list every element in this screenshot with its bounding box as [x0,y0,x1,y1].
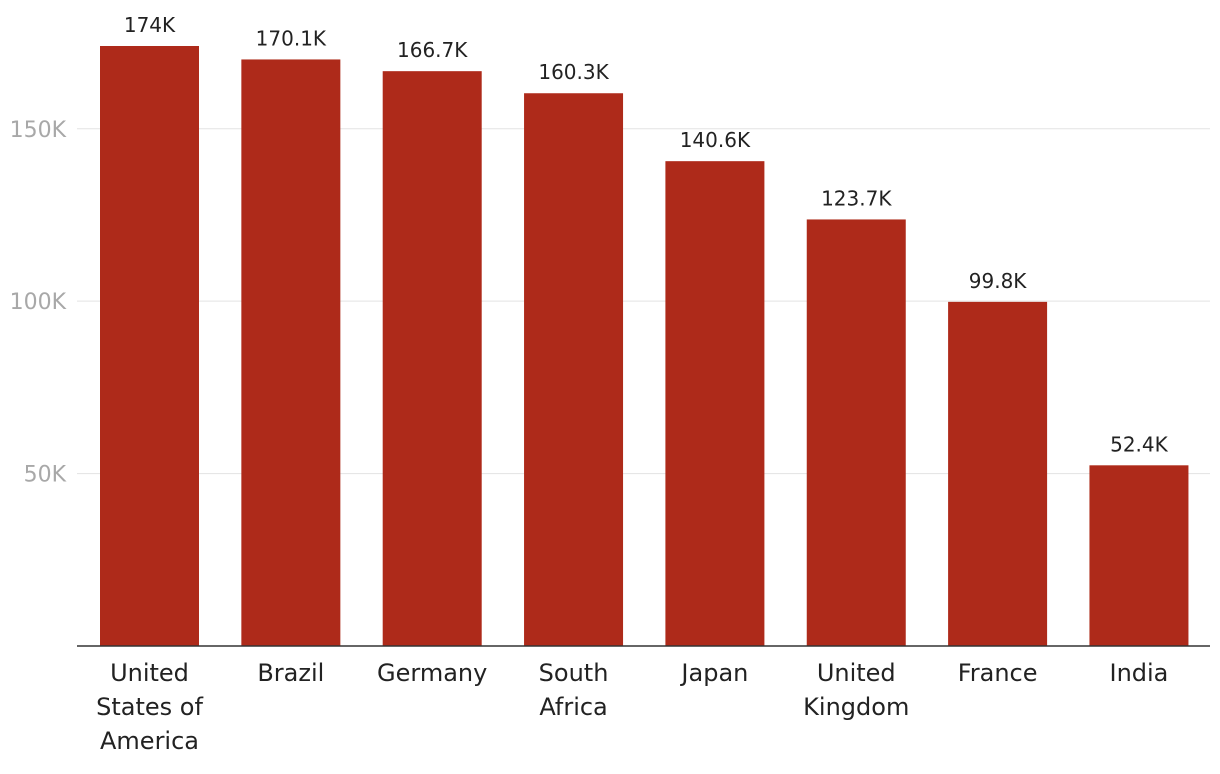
bar-india [1089,465,1189,646]
x-tick-label-france: France [958,659,1038,687]
data-label-united-kingdom: 123.7K [821,186,892,210]
bar-germany [382,71,482,646]
x-tick-label-brazil: Brazil [257,659,324,687]
bar-brazil [241,59,341,646]
bar-france [948,301,1048,646]
x-tick-label-united-kingdom: United Kingdom [803,659,909,721]
y-tick-label-100k: 100K [10,290,67,315]
x-axis-tick-labels: United States of America Brazil Germany South… [96,659,1168,755]
y-axis-tick-labels: 50K 100K 150K [10,118,67,488]
data-label-india: 52.4K [1110,432,1169,456]
data-label-united-states-of-america: 174K [124,13,176,37]
x-tick-label-india: India [1109,659,1168,687]
y-tick-label-150k: 150K [10,118,67,143]
data-labels: 174K 170.1K 166.7K 160.3K 140.6K 123.7K 99.8K 5… [124,13,1169,456]
x-tick-label-japan: Japan [679,659,748,687]
data-label-japan: 140.6K [680,128,751,152]
bar-japan [665,161,765,646]
x-tick-label-south-africa: South Africa [539,659,609,721]
data-label-south-africa: 160.3K [538,60,609,84]
bar-south-africa [524,93,624,646]
x-tick-label-united-states-of-america: United States of America [96,659,203,755]
bars [100,46,1189,646]
bar-united-kingdom [806,219,906,646]
bar-united-states-of-america [100,46,199,646]
data-label-france: 99.8K [969,269,1028,293]
data-label-germany: 166.7K [397,38,468,62]
x-tick-label-germany: Germany [377,659,487,687]
y-tick-label-50k: 50K [24,463,67,488]
data-label-brazil: 170.1K [256,26,327,50]
